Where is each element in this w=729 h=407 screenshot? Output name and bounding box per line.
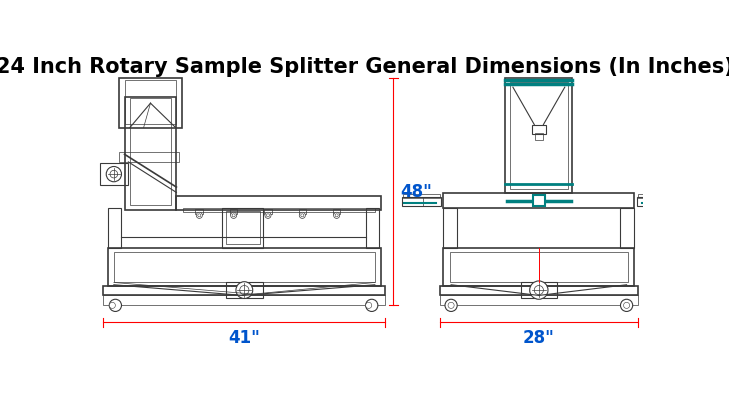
- Bar: [195, 209, 203, 214]
- Bar: [230, 209, 238, 214]
- Bar: [176, 196, 381, 210]
- Circle shape: [366, 299, 378, 311]
- Bar: [108, 248, 381, 286]
- Circle shape: [534, 286, 543, 295]
- Text: 24 Inch Rotary Sample Splitter General Dimensions (In Inches): 24 Inch Rotary Sample Splitter General D…: [0, 57, 729, 77]
- Circle shape: [335, 214, 338, 217]
- Circle shape: [236, 282, 253, 298]
- Circle shape: [198, 214, 200, 217]
- Bar: [108, 208, 122, 248]
- Bar: [443, 208, 457, 248]
- Circle shape: [240, 286, 249, 295]
- Bar: [333, 209, 340, 214]
- Bar: [450, 252, 628, 282]
- Circle shape: [110, 170, 117, 178]
- Bar: [521, 282, 557, 298]
- Bar: [120, 78, 182, 127]
- Bar: [100, 164, 128, 185]
- Circle shape: [232, 214, 235, 217]
- Circle shape: [267, 214, 270, 217]
- Circle shape: [301, 214, 304, 217]
- Circle shape: [620, 299, 633, 311]
- Bar: [125, 79, 176, 124]
- Circle shape: [623, 302, 630, 309]
- Bar: [403, 194, 440, 198]
- Bar: [264, 209, 272, 214]
- Text: 48": 48": [401, 183, 432, 201]
- Bar: [620, 208, 634, 248]
- Circle shape: [196, 212, 203, 219]
- Bar: [226, 211, 260, 244]
- Circle shape: [300, 212, 305, 219]
- Bar: [120, 152, 179, 162]
- Circle shape: [445, 299, 457, 311]
- Bar: [443, 193, 634, 208]
- Bar: [533, 195, 545, 206]
- Bar: [104, 286, 386, 295]
- Bar: [226, 282, 262, 298]
- Bar: [182, 208, 375, 212]
- Circle shape: [109, 299, 122, 311]
- Circle shape: [265, 212, 271, 219]
- Bar: [505, 78, 572, 193]
- Bar: [443, 248, 634, 286]
- Circle shape: [334, 212, 340, 219]
- Text: 28": 28": [523, 329, 555, 347]
- Bar: [638, 194, 674, 198]
- Bar: [402, 197, 441, 206]
- Bar: [532, 125, 546, 133]
- Bar: [104, 295, 386, 305]
- Circle shape: [230, 212, 237, 219]
- Bar: [440, 286, 638, 295]
- Bar: [114, 252, 375, 282]
- Circle shape: [109, 302, 115, 309]
- Bar: [440, 295, 638, 305]
- Bar: [130, 98, 171, 205]
- Circle shape: [530, 281, 548, 299]
- Circle shape: [106, 166, 122, 182]
- Bar: [535, 133, 542, 140]
- Bar: [125, 97, 176, 210]
- Circle shape: [448, 302, 454, 309]
- Bar: [636, 197, 677, 206]
- Bar: [298, 209, 306, 214]
- Bar: [222, 208, 263, 248]
- Bar: [510, 82, 568, 189]
- Text: 41": 41": [228, 329, 260, 347]
- Bar: [366, 208, 379, 248]
- Circle shape: [366, 302, 372, 309]
